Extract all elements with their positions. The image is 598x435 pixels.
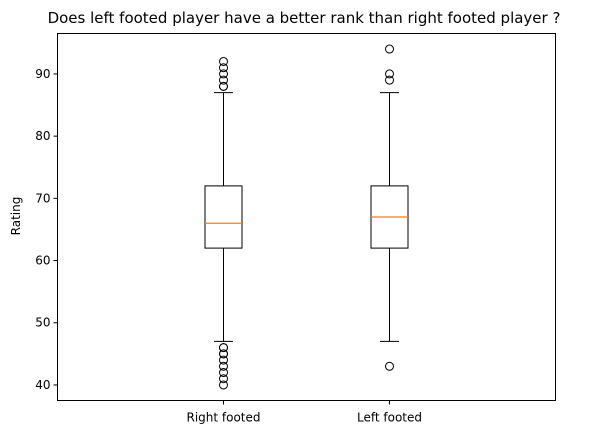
outlier-0-7: [219, 343, 228, 353]
y-tick-label-40: 40: [35, 378, 50, 392]
outlier-0-10: [219, 355, 228, 365]
y-tick-label-80: 80: [35, 129, 50, 143]
plot-frame: [57, 33, 556, 401]
y-tick-label-60: 60: [35, 254, 50, 268]
outlier-0-12: [219, 368, 228, 378]
outlier-0-9: [219, 349, 228, 359]
outlier-1-0: [385, 75, 394, 85]
y-axis-label-group: Rating: [9, 197, 23, 236]
outlier-0-4: [219, 63, 228, 73]
y-axis-label: Rating: [9, 197, 23, 236]
x-tick-label-1: Left footed: [357, 411, 422, 425]
outlier-0-13: [219, 374, 228, 384]
outlier-1-1: [385, 69, 394, 79]
y-tick-label-50: 50: [35, 316, 50, 330]
box-0: [204, 185, 243, 249]
outlier-0-11: [219, 361, 228, 371]
x-tick-label-0: Right footed: [186, 411, 260, 425]
y-tick-label-90: 90: [35, 67, 50, 81]
outlier-0-1: [219, 81, 228, 91]
outlier-0-5: [219, 56, 228, 66]
outlier-1-2: [385, 44, 394, 54]
outlier-0-3: [219, 69, 228, 79]
outlier-0-2: [219, 75, 228, 85]
plot-area: 40 50 60 70 80 90 Right footed Left footed: [35, 44, 422, 425]
outlier-0-14: [219, 380, 228, 390]
outlier-1-3: [385, 361, 394, 371]
chart-title: Does left footed player have a better ra…: [48, 9, 561, 27]
y-tick-label-70: 70: [35, 191, 50, 205]
